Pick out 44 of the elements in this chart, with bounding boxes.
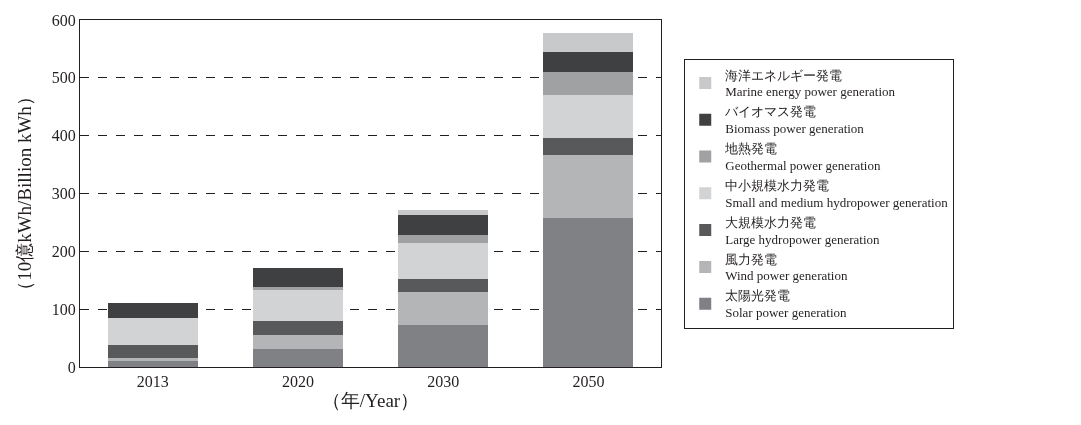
bar (252, 320, 343, 336)
y-axis-title: （10億kWh/Billion kWh） (13, 87, 35, 300)
bar (252, 290, 343, 321)
bar (543, 94, 634, 138)
bar (398, 243, 489, 279)
x-tick-label: 2050 (572, 373, 605, 391)
y-tick-label: 300 (51, 185, 76, 203)
x-tick-label: 2013 (136, 373, 169, 391)
bar (543, 217, 634, 367)
bar (107, 302, 198, 318)
y-tick-label: 200 (51, 242, 76, 260)
legend-label: 大規模水力発電 Large hydropower generation (725, 214, 880, 247)
bar (398, 234, 489, 244)
bar (252, 268, 343, 288)
y-tick-label: 500 (51, 69, 76, 87)
legend-label: 地熱発電 Geothermal power generation (724, 141, 881, 174)
y-tick-label: 400 (51, 127, 76, 145)
x-tick-label: 2030 (427, 373, 460, 391)
y-tick-label: 600 (51, 11, 76, 29)
y-tick-label: 0 (67, 358, 76, 376)
bar (543, 137, 634, 156)
legend-label: バイオマス発電 Biomass power generation (724, 104, 865, 137)
bar (398, 324, 489, 367)
bar (543, 32, 634, 52)
x-axis-title: （年/Year） (321, 390, 420, 411)
bar (252, 287, 343, 291)
bar (107, 358, 198, 361)
bar (398, 214, 489, 235)
legend-label: 風力発電 Wind power generation (725, 251, 848, 284)
bar (107, 317, 198, 346)
bar (543, 155, 634, 218)
legend-label: 中小規模水力発電 Small and medium hydropower generation (725, 177, 949, 210)
bar (398, 278, 489, 292)
bar (252, 349, 343, 367)
bar (252, 335, 343, 350)
bar (107, 345, 198, 359)
bar (543, 51, 634, 73)
x-tick-label: 2020 (281, 373, 314, 391)
legend-label: 太陽光発電 Solar power generation (725, 288, 848, 321)
bar (398, 209, 489, 215)
bar (543, 72, 634, 95)
y-tick-label: 100 (51, 300, 76, 318)
bar (398, 291, 489, 325)
legend-label: 海洋エネルギー発電 Marine energy power generation (725, 67, 896, 100)
